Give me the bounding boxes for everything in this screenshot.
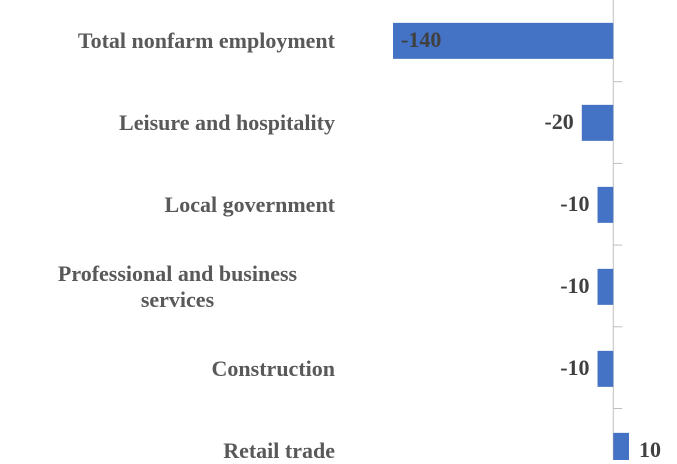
- value-label: -20: [544, 109, 573, 134]
- category-label: Leisure and hospitality: [20, 110, 335, 136]
- category-label: Retail trade: [20, 438, 335, 464]
- bar: [581, 104, 614, 141]
- value-label: -10: [560, 191, 589, 216]
- category-text: Retail trade: [223, 437, 335, 463]
- category-label: Professional and business services: [20, 261, 335, 313]
- category-label: Total nonfarm employment: [20, 28, 335, 54]
- category-text: Professional and business services: [57, 260, 298, 312]
- bar: [597, 350, 614, 387]
- bar: [597, 186, 614, 223]
- category-text: Total nonfarm employment: [77, 27, 335, 53]
- bar: [613, 432, 629, 460]
- category-text: Local government: [164, 191, 335, 217]
- value-label: -10: [560, 273, 589, 298]
- category-label: Local government: [20, 192, 335, 218]
- category-text: Construction: [211, 355, 335, 381]
- value-label: -10: [560, 355, 589, 380]
- bar: [597, 268, 614, 305]
- category-text: Leisure and hospitality: [119, 109, 335, 135]
- value-label: -140: [401, 27, 441, 52]
- value-label: 10: [639, 437, 661, 460]
- category-label: Construction: [20, 356, 335, 382]
- bar: [393, 22, 614, 59]
